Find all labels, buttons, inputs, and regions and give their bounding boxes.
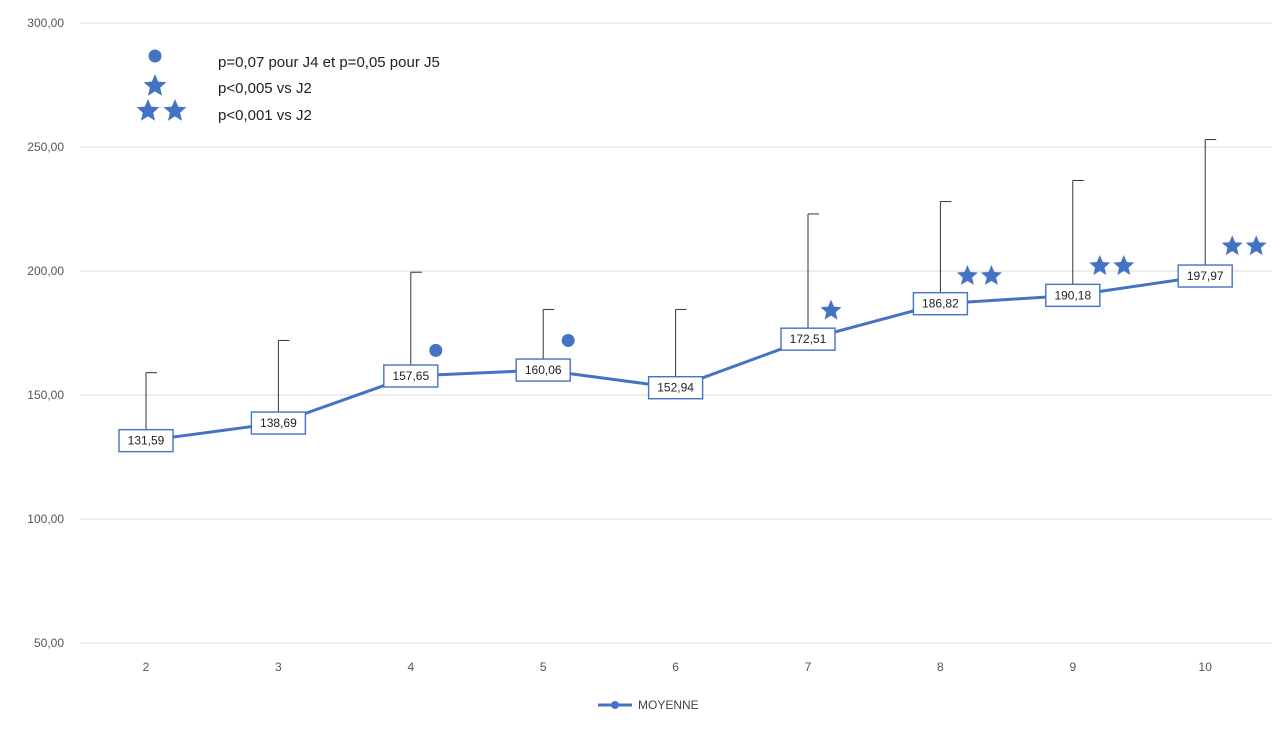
significance-dot-icon [561,333,575,347]
data-label: 157,65 [392,369,429,383]
legend-star-icon [143,74,167,96]
series-legend-label: MOYENNE [638,698,699,712]
data-label-box [515,358,571,382]
data-label: 186,82 [922,297,959,311]
data-label-box [250,411,307,435]
data-label: 197,97 [1187,269,1224,283]
x-tick-label: 10 [1199,660,1213,674]
y-tick-label: 100,00 [27,512,64,526]
legend-note-dot: p=0,07 pour J4 et p=0,05 pour J5 [218,54,440,71]
legend-note-star: p<0,005 vs J2 [218,80,312,97]
significance-star-icon [820,299,842,320]
legend-star-shape [163,99,187,121]
significance-star-icon [956,264,978,285]
data-labels: 131,59 138,69 157,65 160,06 152,94 172,51 186,… [118,264,1233,453]
y-axis-ticks: 50,00 100,00 150,00 200,00 250,00 300,00 [27,16,64,650]
legend-double-star-icon [136,99,187,121]
data-label: 190,18 [1054,288,1091,302]
data-label-box [1045,283,1101,308]
data-label-box [383,364,439,388]
x-tick-label: 9 [1069,660,1076,674]
significance-star-icon [980,264,1002,285]
data-label: 172,51 [790,332,827,346]
y-tick-label: 250,00 [27,140,64,154]
x-axis-ticks: 2 3 4 5 6 7 8 9 10 [143,660,1213,674]
series-legend: MOYENNE [598,698,699,712]
y-tick-label: 300,00 [27,16,64,30]
x-tick-label: 2 [143,660,150,674]
significance-markers [429,235,1267,357]
legend-note-double-star: p<0,001 vs J2 [218,107,312,124]
x-tick-label: 6 [672,660,679,674]
significance-star-icon [1245,235,1267,256]
x-tick-label: 5 [540,660,547,674]
data-label-box [1177,264,1233,288]
x-tick-label: 3 [275,660,282,674]
legend-star-shape [136,99,160,121]
data-label: 152,94 [657,381,694,395]
y-tick-label: 50,00 [34,636,64,650]
significance-star-icon [1089,255,1111,275]
significance-star-icon [1221,235,1243,256]
data-label: 131,59 [128,434,165,448]
x-tick-label: 7 [805,660,812,674]
data-label-box [780,327,836,351]
legend-dot-icon [148,49,162,63]
y-tick-label: 200,00 [27,264,64,278]
data-label: 138,69 [260,416,297,430]
data-label-box [912,291,969,316]
y-tick-label: 150,00 [27,388,64,402]
series-legend-marker-icon [611,701,619,709]
legend-star-shape [143,74,167,96]
data-label-box [647,376,704,400]
error-bars [145,139,1217,441]
annotation-legend: p=0,07 pour J4 et p=0,05 pour J5 p<0,005… [136,49,440,124]
data-label-box [118,428,174,453]
data-label: 160,06 [525,363,562,377]
significance-dot-icon [429,343,443,357]
x-tick-label: 8 [937,660,944,674]
significance-star-icon [1113,255,1135,275]
x-tick-label: 4 [407,660,414,674]
